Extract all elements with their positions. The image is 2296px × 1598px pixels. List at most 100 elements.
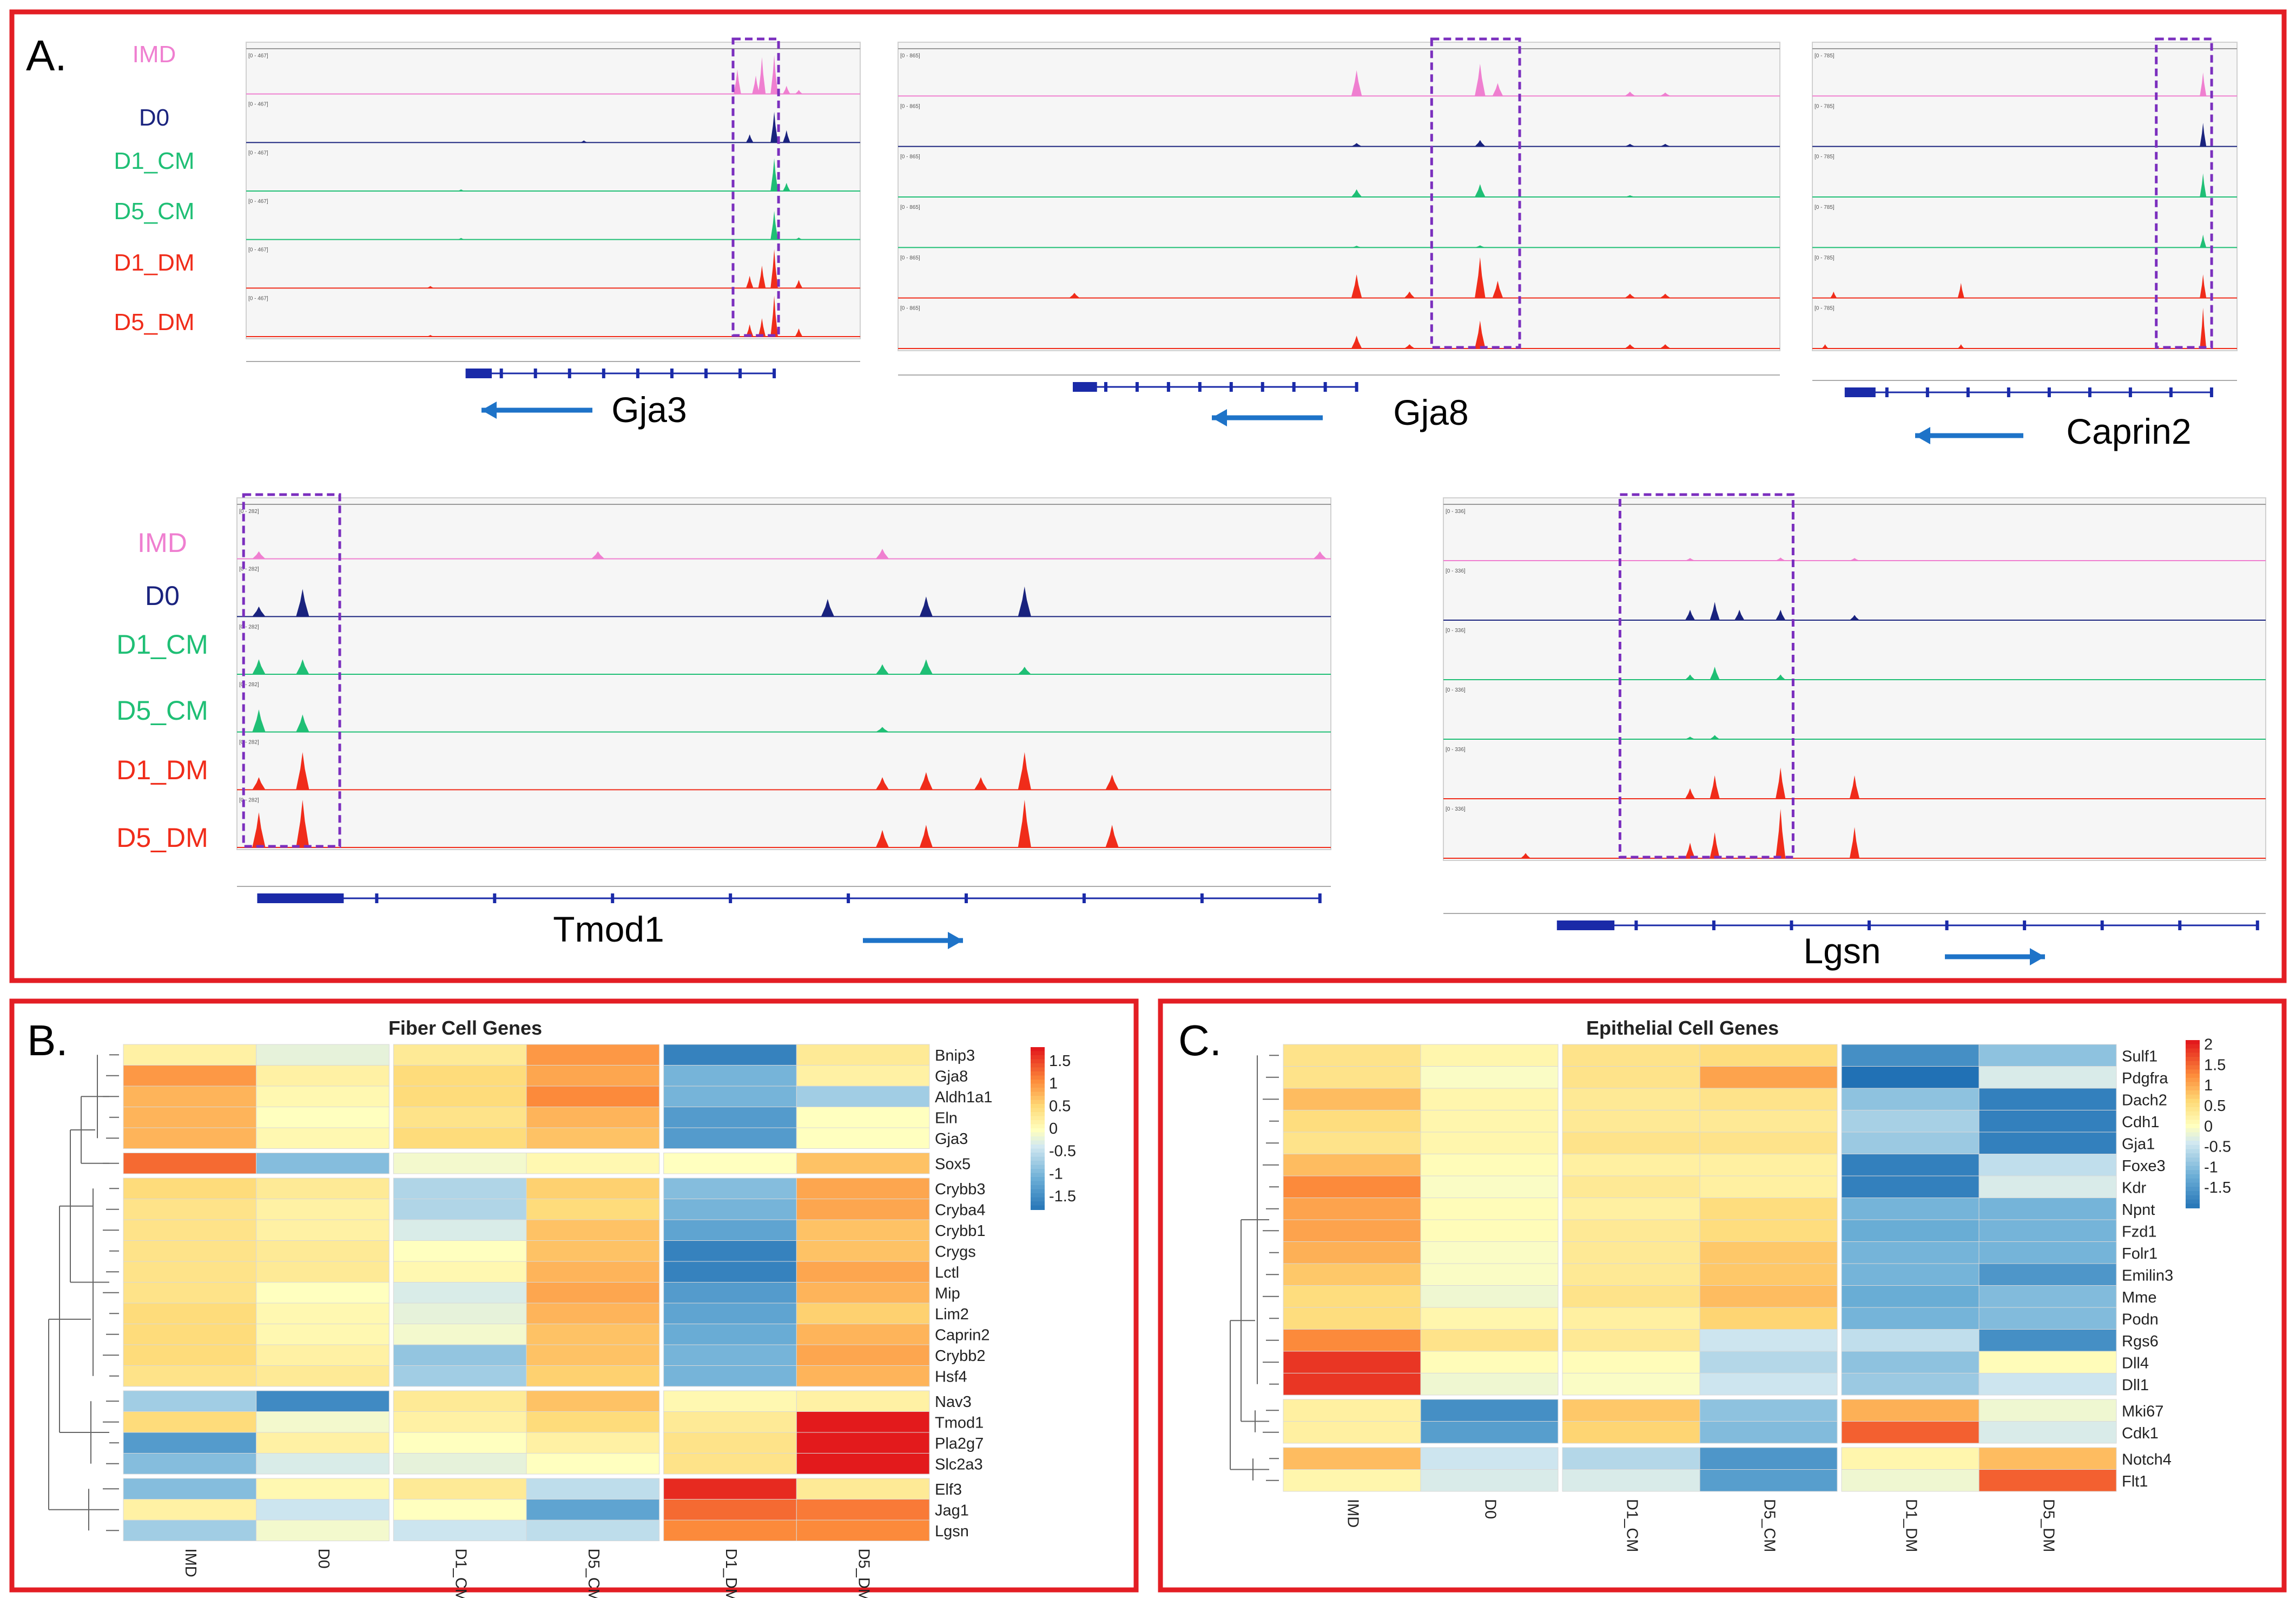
heatmap-cell xyxy=(1420,1447,1559,1470)
gene-label: Lim2 xyxy=(935,1306,969,1323)
heatmap-cell xyxy=(526,1044,660,1066)
heatmap-cell xyxy=(1699,1088,1838,1110)
heatmap-cell xyxy=(1420,1285,1559,1308)
legend-swatch xyxy=(2186,1044,2200,1049)
heatmap-cell xyxy=(1841,1066,1980,1089)
legend-swatch xyxy=(1031,1156,1045,1161)
heatmap-cell xyxy=(123,1199,257,1220)
heatmap-cell xyxy=(256,1365,390,1387)
heatmap-cell xyxy=(1978,1469,2117,1492)
heatmap-cell xyxy=(1978,1198,2117,1220)
legend-swatch xyxy=(1031,1148,1045,1153)
sample-label: D1_CM xyxy=(116,629,208,660)
heatmap-cell xyxy=(526,1261,660,1283)
highlight-box xyxy=(731,37,780,337)
heatmap-cell xyxy=(526,1282,660,1304)
heatmap-cell xyxy=(1699,1285,1838,1308)
heatmap-cell xyxy=(1841,1088,1980,1110)
gene-label: Gja1 xyxy=(2122,1136,2155,1153)
heatmap-cell xyxy=(796,1086,930,1107)
panel-c-frame xyxy=(1158,998,2287,1593)
gene-model-exon xyxy=(259,893,344,903)
gene-model-exon xyxy=(1846,387,1876,397)
gene-model-exon xyxy=(1323,382,1327,392)
heatmap-cell xyxy=(123,1365,257,1387)
heatmap-cell xyxy=(256,1344,390,1366)
heatmap-cell xyxy=(1699,1132,1838,1154)
gene-label: Emilin3 xyxy=(2122,1267,2173,1285)
heatmap-cell xyxy=(1841,1219,1980,1242)
track-peaks xyxy=(2200,173,2207,197)
gene-label: Aldh1a1 xyxy=(935,1089,992,1106)
heatmap-cell xyxy=(1978,1421,2117,1444)
sample-label: D0 xyxy=(145,581,180,611)
gene-label: Dach2 xyxy=(2122,1092,2167,1109)
heatmap-cell xyxy=(256,1086,390,1107)
heatmap-cell xyxy=(796,1303,930,1324)
heatmap-cell xyxy=(663,1499,797,1521)
heatmap-cell xyxy=(393,1261,527,1283)
track-scale-label: [0 - 282] xyxy=(239,682,259,688)
track-peaks xyxy=(2200,123,2207,147)
gene-label: Crygs xyxy=(935,1244,976,1261)
heatmap-cell xyxy=(663,1365,797,1387)
gene-model-exon xyxy=(602,369,605,378)
heatmap-cell xyxy=(1978,1263,2117,1286)
heatmap-cell xyxy=(123,1453,257,1475)
gene-model-exon xyxy=(2128,387,2132,397)
sample-column-label: D5_CM xyxy=(585,1549,602,1598)
heatmap-cell xyxy=(1562,1088,1700,1110)
heatmap-cell xyxy=(526,1499,660,1521)
legend-swatch xyxy=(1031,1112,1045,1117)
gene-label: Dll4 xyxy=(2122,1355,2149,1372)
heatmap-cell xyxy=(1420,1088,1559,1110)
track-scale-label: [0 - 467] xyxy=(248,102,268,108)
heatmap-cell xyxy=(796,1344,930,1366)
heatmap-cell xyxy=(663,1199,797,1220)
heatmap-cell xyxy=(663,1344,797,1366)
track-scale-label: [0 - 336] xyxy=(1446,747,1466,753)
heatmap-cell xyxy=(256,1127,390,1149)
heatmap-cell xyxy=(393,1219,527,1241)
legend-swatch xyxy=(1031,1047,1045,1052)
legend-swatch xyxy=(1031,1071,1045,1076)
legend-swatch xyxy=(1031,1181,1045,1186)
gene-label: Nav3 xyxy=(935,1393,972,1411)
heatmap-cell xyxy=(1283,1373,1421,1396)
gene-label: Crybb2 xyxy=(935,1347,986,1365)
heatmap-cell xyxy=(256,1478,390,1500)
sample-label: D0 xyxy=(139,104,169,131)
sample-column-label: IMD xyxy=(1344,1499,1361,1528)
heatmap-cell xyxy=(1699,1399,1838,1422)
heatmap-cell xyxy=(1562,1241,1700,1264)
gene-label: Gja3 xyxy=(935,1130,968,1148)
heatmap-cell xyxy=(663,1390,797,1412)
heatmap-cell xyxy=(123,1261,257,1283)
heatmap-cell xyxy=(1420,1066,1559,1089)
track-peaks xyxy=(2200,72,2207,96)
legend-swatch xyxy=(1031,1185,1045,1190)
heatmap-cell xyxy=(393,1365,527,1387)
gene-label: Lctl xyxy=(935,1264,959,1281)
heatmap-cell xyxy=(1699,1351,1838,1373)
gene-model-exon xyxy=(1355,382,1358,392)
direction-arrowhead xyxy=(948,932,963,949)
heatmap-cell xyxy=(1699,1154,1838,1176)
gene-model-exon xyxy=(568,369,571,378)
legend-swatch xyxy=(2186,1053,2200,1057)
heatmap-cell xyxy=(526,1520,660,1541)
heatmap-cell xyxy=(393,1520,527,1541)
legend-swatch xyxy=(2186,1065,2200,1070)
track-scale-label: [0 - 282] xyxy=(239,624,259,630)
track-scale-label: [0 - 282] xyxy=(239,509,259,515)
gene-model-exon xyxy=(738,369,742,378)
gene-model-exon xyxy=(2088,387,2092,397)
legend-swatch xyxy=(1031,1088,1045,1093)
heatmap-cell xyxy=(256,1390,390,1412)
gene-model-exon xyxy=(1945,920,1949,930)
heatmap-cell xyxy=(123,1219,257,1241)
heatmap-cell xyxy=(393,1127,527,1149)
heatmap-cell xyxy=(796,1282,930,1304)
legend-tick-label: 2 xyxy=(2204,1036,2213,1054)
